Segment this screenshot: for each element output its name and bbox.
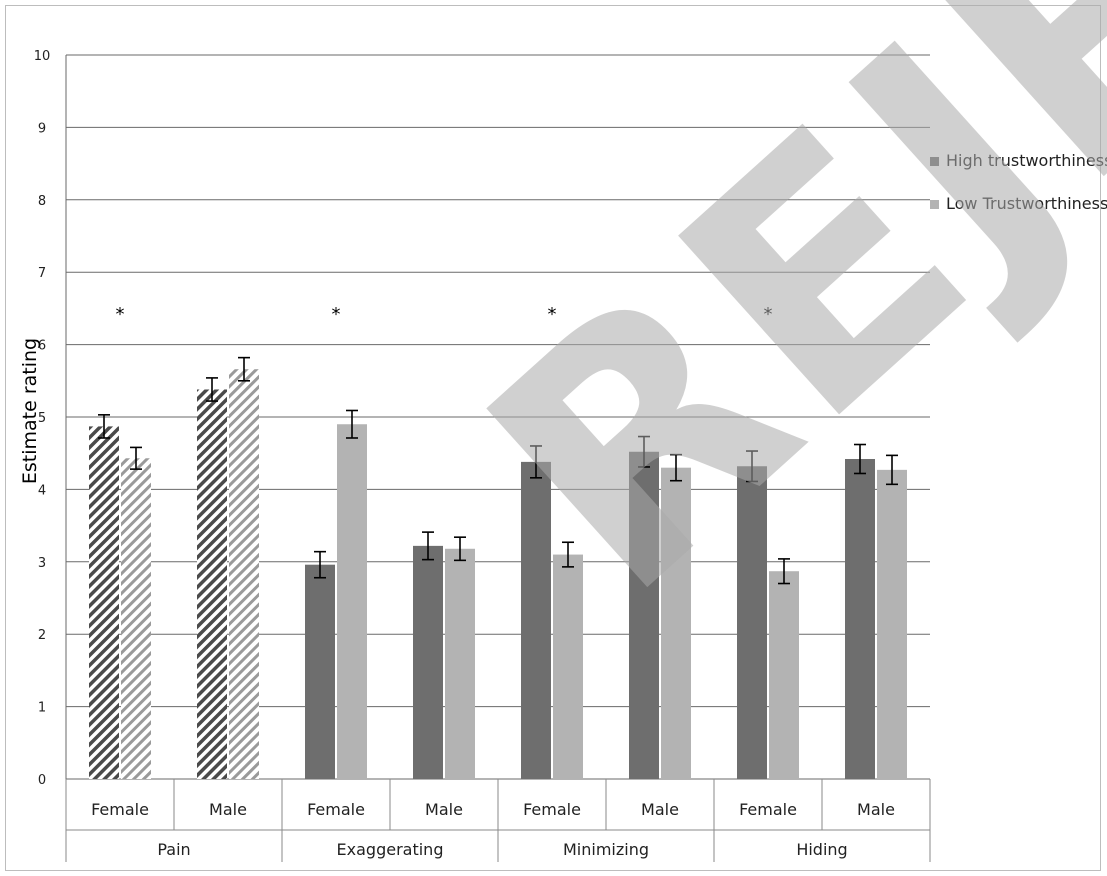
x-category-label: Male [641,800,679,819]
y-tick-label: 10 [34,49,51,64]
y-tick-label: 0 [38,773,46,788]
y-tick-label: 3 [38,556,46,571]
bar-low-trustworthiness [769,571,799,779]
significance-marker: * [764,304,773,325]
x-category-label: Female [91,800,149,819]
bar-low-trustworthiness [121,458,151,779]
bar-high-trustworthiness [305,564,335,779]
x-group-label: Pain [157,840,190,859]
y-tick-label: 9 [38,121,46,136]
y-tick-label: 4 [38,483,46,498]
x-category-label: Female [739,800,797,819]
significance-marker: * [548,304,557,325]
significance-marker: * [116,304,125,325]
x-group-label: Minimizing [563,840,649,859]
y-tick-label: 8 [38,194,46,209]
bar-high-trustworthiness [737,466,767,779]
legend-item-low: Low Trustworthiness [930,193,1107,214]
x-category-label: Male [425,800,463,819]
legend-swatch-low [930,200,939,209]
x-group-label: Exaggerating [337,840,444,859]
bar-low-trustworthiness [553,554,583,779]
y-tick-label: 6 [38,339,46,354]
y-tick-label: 2 [38,628,46,643]
bar-low-trustworthiness [445,548,475,779]
y-tick-label: 1 [38,701,46,716]
x-category-label: Male [209,800,247,819]
significance-marker: * [332,304,341,325]
x-category-label: Female [307,800,365,819]
bar-high-trustworthiness [629,451,659,779]
chart-frame [5,5,1101,871]
bar-high-trustworthiness [521,461,551,779]
legend-swatch-high [930,157,939,166]
bar-low-trustworthiness [337,424,367,779]
bar-low-trustworthiness [877,469,907,779]
bar-high-trustworthiness [89,426,119,779]
y-axis-label: Estimate rating [19,337,41,485]
legend-item-high: High trustworthiness [930,150,1107,171]
legend-label-low: Low Trustworthiness [946,194,1107,213]
bar-high-trustworthiness [197,389,227,779]
x-group-label: Hiding [796,840,847,859]
bar-low-trustworthiness [229,369,259,779]
x-category-label: Female [523,800,581,819]
x-category-label: Male [857,800,895,819]
bar-low-trustworthiness [661,467,691,779]
y-tick-label: 7 [38,266,46,281]
bar-high-trustworthiness [845,458,875,779]
bar-high-trustworthiness [413,545,443,779]
y-tick-label: 5 [38,411,46,426]
legend-label-high: High trustworthiness [946,151,1107,170]
legend: High trustworthiness Low Trustworthiness [930,150,1107,236]
